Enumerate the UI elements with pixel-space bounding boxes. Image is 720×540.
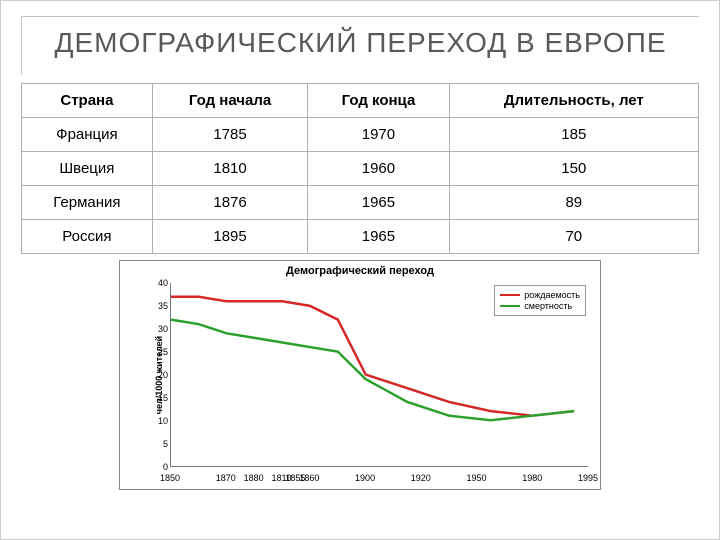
legend-item-birth: рождаемость xyxy=(500,290,580,300)
col-end: Год конца xyxy=(308,84,449,118)
y-tick: 20 xyxy=(148,370,168,380)
table-row: Россия1895196570 xyxy=(22,220,699,254)
y-tick: 0 xyxy=(148,462,168,472)
table-cell: 89 xyxy=(449,186,698,220)
table-cell: 150 xyxy=(449,152,698,186)
chart-area: Демографический переход чел/1000 жителей… xyxy=(21,260,699,490)
table-row: Швеция18101960150 xyxy=(22,152,699,186)
table-header-row: Страна Год начала Год конца Длительность… xyxy=(22,84,699,118)
y-tick: 5 xyxy=(148,439,168,449)
legend-swatch-death xyxy=(500,305,520,307)
col-country: Страна xyxy=(22,84,153,118)
x-tick: 1850 xyxy=(160,473,180,483)
table-cell: 185 xyxy=(449,118,698,152)
table-cell: 70 xyxy=(449,220,698,254)
table-row: Германия1876196589 xyxy=(22,186,699,220)
table-cell: Россия xyxy=(22,220,153,254)
table-cell: 1876 xyxy=(152,186,307,220)
x-tick: 1980 xyxy=(522,473,542,483)
chart-box: Демографический переход чел/1000 жителей… xyxy=(119,260,601,490)
col-start: Год начала xyxy=(152,84,307,118)
y-tick: 40 xyxy=(148,278,168,288)
plot-area: рождаемость смертность xyxy=(170,283,588,467)
x-tick: 1920 xyxy=(411,473,431,483)
table-cell: 1785 xyxy=(152,118,307,152)
table-cell: 1965 xyxy=(308,186,449,220)
table-cell: 1965 xyxy=(308,220,449,254)
legend: рождаемость смертность xyxy=(494,285,586,316)
table-cell: Франция xyxy=(22,118,153,152)
table-cell: Германия xyxy=(22,186,153,220)
legend-label-death: смертность xyxy=(524,301,572,311)
slide: ДЕМОГРАФИЧЕСКИЙ ПЕРЕХОД В ЕВРОПЕ Страна … xyxy=(0,0,720,540)
series-line-1 xyxy=(171,320,574,421)
x-tick: 1860 xyxy=(299,473,319,483)
y-tick: 15 xyxy=(148,393,168,403)
x-tick: 1950 xyxy=(467,473,487,483)
legend-item-death: смертность xyxy=(500,301,580,311)
legend-swatch-birth xyxy=(500,294,520,296)
chart-title: Демографический переход xyxy=(120,265,600,277)
col-duration: Длительность, лет xyxy=(449,84,698,118)
table-cell: Швеция xyxy=(22,152,153,186)
y-tick: 30 xyxy=(148,324,168,334)
title-box: ДЕМОГРАФИЧЕСКИЙ ПЕРЕХОД В ЕВРОПЕ xyxy=(21,16,699,75)
y-tick: 10 xyxy=(148,416,168,426)
x-tick: 1900 xyxy=(355,473,375,483)
x-tick: 1870 xyxy=(216,473,236,483)
table-row: Франция17851970185 xyxy=(22,118,699,152)
slide-title: ДЕМОГРАФИЧЕСКИЙ ПЕРЕХОД В ЕВРОПЕ xyxy=(42,27,679,59)
table-cell: 1970 xyxy=(308,118,449,152)
x-tick: 1880 xyxy=(244,473,264,483)
table-cell: 1895 xyxy=(152,220,307,254)
y-tick: 35 xyxy=(148,301,168,311)
x-tick: 1995 xyxy=(578,473,598,483)
y-tick: 25 xyxy=(148,347,168,357)
table-cell: 1810 xyxy=(152,152,307,186)
data-table: Страна Год начала Год конца Длительность… xyxy=(21,83,699,254)
table-cell: 1960 xyxy=(308,152,449,186)
legend-label-birth: рождаемость xyxy=(524,290,580,300)
